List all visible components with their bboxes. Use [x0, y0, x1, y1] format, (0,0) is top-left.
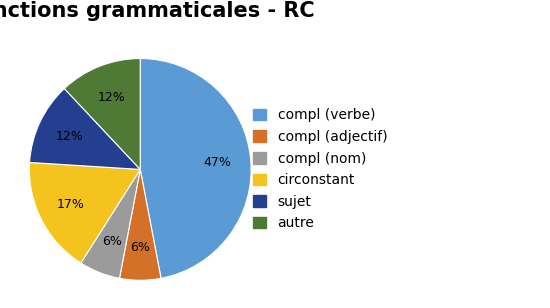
Wedge shape [64, 59, 140, 169]
Legend: compl (verbe), compl (adjectif), compl (nom), circonstant, sujet, autre: compl (verbe), compl (adjectif), compl (… [252, 108, 387, 230]
Title: Fonctions grammaticales - RC: Fonctions grammaticales - RC [0, 1, 315, 21]
Wedge shape [81, 169, 140, 278]
Wedge shape [140, 59, 251, 278]
Wedge shape [29, 162, 140, 263]
Text: 6%: 6% [130, 241, 150, 253]
Text: 6%: 6% [102, 235, 122, 248]
Wedge shape [119, 169, 161, 280]
Text: 12%: 12% [56, 130, 84, 143]
Text: 12%: 12% [98, 91, 125, 104]
Wedge shape [30, 89, 140, 169]
Text: 47%: 47% [204, 156, 232, 168]
Text: 17%: 17% [57, 198, 85, 211]
